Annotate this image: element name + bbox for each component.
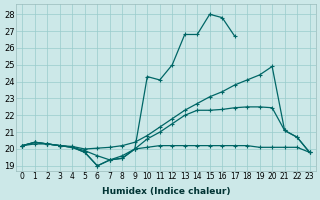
X-axis label: Humidex (Indice chaleur): Humidex (Indice chaleur) <box>102 187 230 196</box>
